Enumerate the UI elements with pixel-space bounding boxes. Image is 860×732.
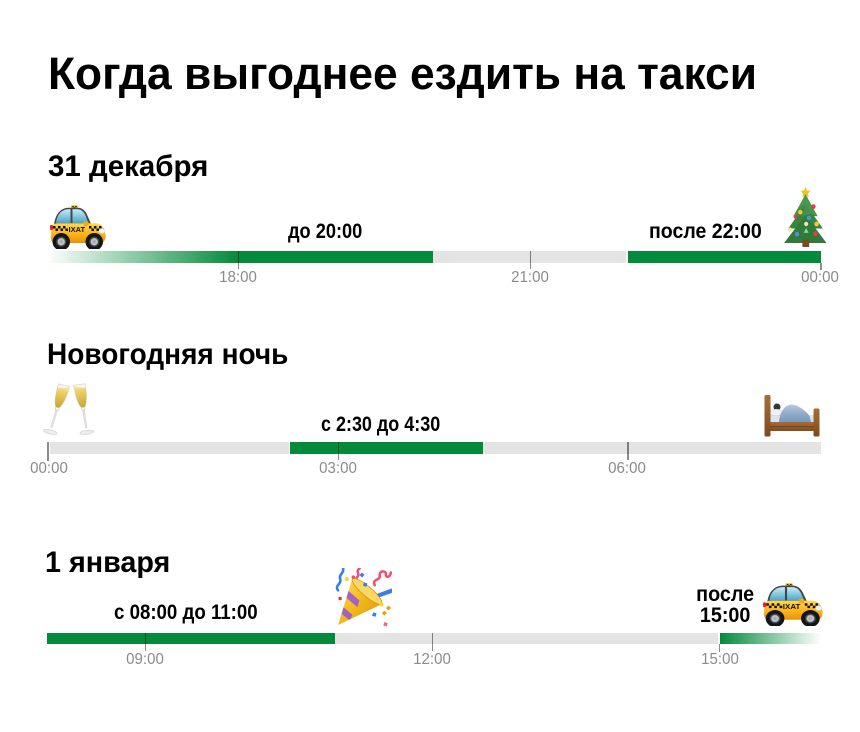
svg-text:IXAT: IXAT — [782, 602, 800, 611]
svg-text:IXAT: IXAT — [69, 224, 86, 233]
